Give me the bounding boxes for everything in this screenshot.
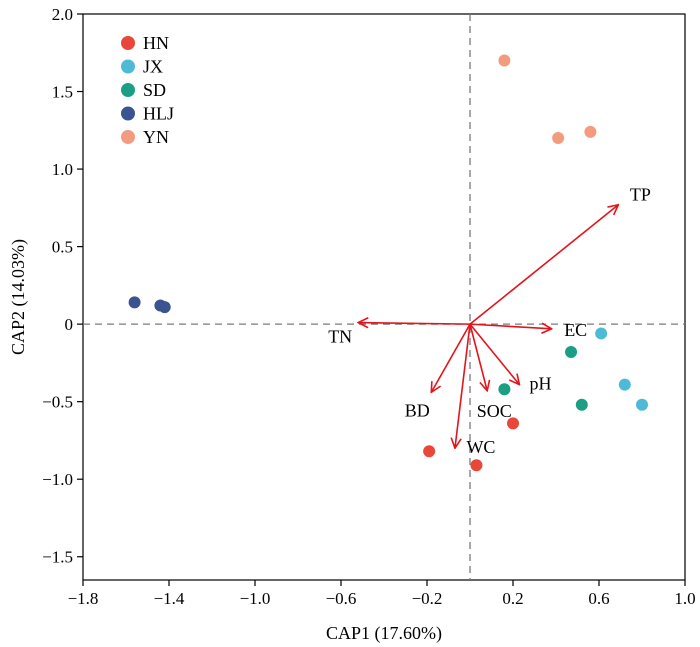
vector-label-tn: TN — [328, 327, 352, 347]
point-jx — [595, 327, 608, 340]
legend-label-yn: YN — [143, 127, 169, 147]
x-tick-label: −0.2 — [412, 589, 443, 608]
point-hn — [470, 459, 483, 472]
vector-label-tp: TP — [630, 185, 651, 205]
legend-marker-jx — [121, 59, 135, 74]
vector-arrow-wc — [455, 324, 471, 448]
x-axis: −1.8 −1.4 −1.0 −0.6 −0.2 0.2 0.6 1.0 — [68, 580, 696, 608]
point-yn — [552, 132, 565, 145]
y-tick-label: 0.5 — [52, 238, 73, 257]
point-yn — [584, 125, 597, 138]
point-hn — [507, 417, 519, 430]
point-hlj — [128, 296, 141, 309]
vector-label-soc: SOC — [477, 401, 512, 421]
x-tick-label: −0.6 — [326, 589, 357, 608]
plot-frame — [82, 13, 686, 581]
y-tick-label: −0.5 — [42, 393, 73, 412]
legend-marker-hlj — [121, 106, 135, 121]
environmental-vectors: TP EC TN BD WC SOC pH — [328, 185, 651, 457]
y-tick-label: 0 — [65, 315, 74, 334]
legend-marker-yn — [121, 130, 135, 144]
vector-arrow-tp — [469, 205, 618, 325]
legend-marker-sd — [121, 83, 135, 97]
vector-arrow-ec — [469, 324, 552, 329]
y-tick-label: 1.0 — [52, 160, 73, 179]
vector-arrow-bd — [431, 323, 471, 392]
vector-label-ec: EC — [564, 320, 587, 340]
legend: HN JX SD HLJ YN — [121, 33, 174, 147]
point-hlj — [158, 301, 171, 314]
point-sd — [498, 383, 511, 396]
y-tick-label: −1.5 — [42, 548, 73, 567]
vector-arrow-tn — [358, 323, 471, 325]
y-tick-label: −1.0 — [42, 470, 73, 489]
legend-label-sd: SD — [143, 80, 166, 100]
x-tick-label: −1.0 — [240, 589, 271, 608]
vector-label-ph: pH — [529, 374, 551, 394]
point-hn — [423, 445, 436, 458]
point-jx — [636, 398, 648, 411]
x-axis-title: CAP1 (17.60%) — [326, 623, 442, 644]
x-tick-label: −1.4 — [154, 589, 185, 608]
legend-label-hn: HN — [143, 33, 169, 53]
x-tick-label: 0.6 — [588, 589, 609, 608]
y-axis-title: CAP2 (14.03%) — [8, 239, 29, 355]
vector-label-bd: BD — [405, 400, 430, 420]
legend-label-hlj: HLJ — [143, 104, 174, 124]
sample-points — [128, 54, 648, 472]
point-yn — [498, 54, 511, 67]
y-tick-label: 2.0 — [52, 5, 73, 24]
x-tick-label: −1.8 — [68, 589, 99, 608]
y-tick-label: 1.5 — [52, 83, 73, 102]
x-tick-label: 0.2 — [502, 589, 523, 608]
point-sd — [575, 398, 588, 411]
point-sd — [565, 346, 578, 359]
vector-arrow-ph — [469, 323, 519, 384]
vector-label-wc: WC — [466, 437, 495, 457]
legend-marker-hn — [121, 36, 135, 50]
y-axis: 2.0 1.5 1.0 0.5 0 −0.5 −1.0 −1.5 — [42, 5, 83, 567]
reference-lines — [83, 14, 685, 580]
vector-arrow-soc — [469, 323, 487, 391]
point-jx — [618, 378, 631, 391]
x-tick-label: 1.0 — [674, 589, 695, 608]
legend-label-jx: JX — [143, 57, 163, 77]
